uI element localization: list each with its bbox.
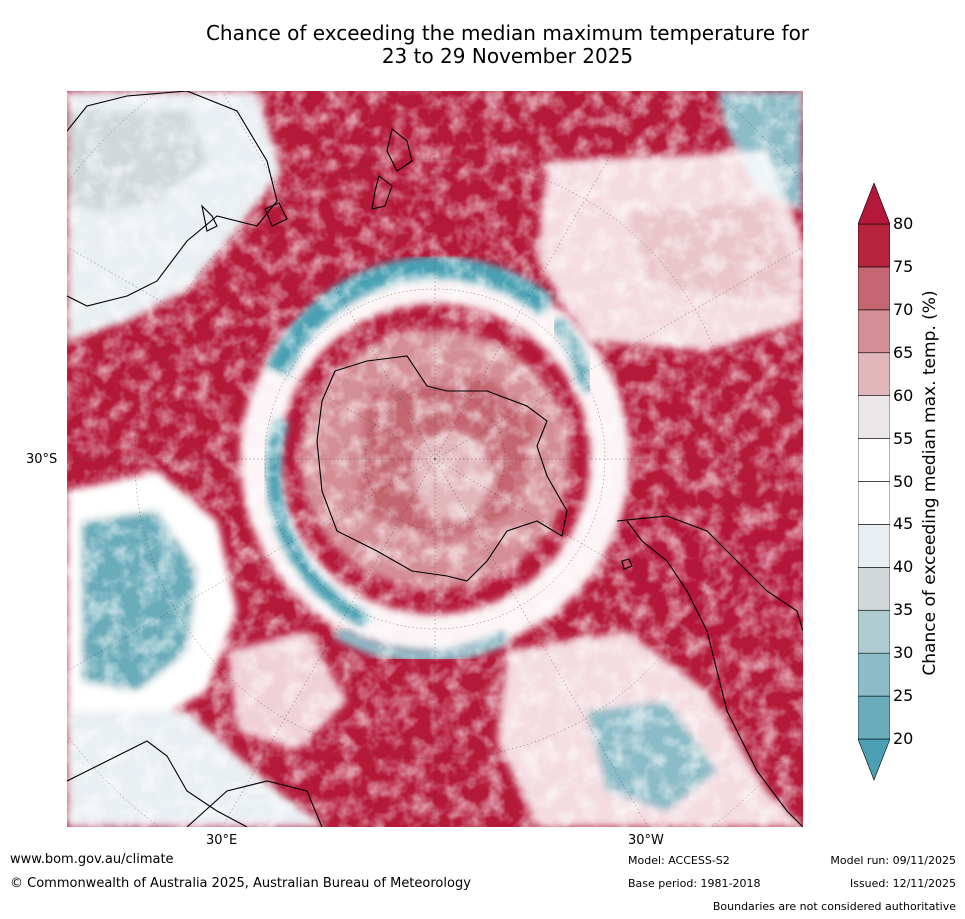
colorbar-band [857,438,891,482]
title-line-1: Chance of exceeding the median maximum t… [205,21,810,45]
colorbar-tick-label: 45 [893,514,914,534]
footer-model: Model: ACCESS-S2 [628,854,730,867]
footer-base-period: Base period: 1981-2018 [628,877,761,890]
colorbar-band [857,524,891,568]
colorbar-band [857,352,891,396]
footer-copyright: © Commonwealth of Australia 2025, Austra… [10,876,471,891]
colorbar-tick-label: 20 [893,729,914,748]
colorbar-band [857,481,891,525]
lon-label-30e: 30°E [206,833,238,848]
footer-issued: Issued: 12/11/2025 [849,877,956,890]
colorbar [857,182,891,783]
colorbar-tick-label: 30 [893,643,914,663]
colorbar-band [857,395,891,439]
graticule [67,91,803,827]
colorbar-extend-low [857,738,891,781]
title-line-2: 23 to 29 November 2025 [381,44,634,68]
colorbar-tick-label: 55 [893,428,914,448]
probability-map [67,91,803,827]
colorbar-band [857,652,891,697]
map-canvas [67,91,803,827]
lat-label-30s: 30°S [26,452,58,467]
footer-url: www.bom.gov.au/climate [10,852,174,867]
colorbar-extend-high [857,182,891,225]
colorbar-tick-label: 65 [893,342,914,362]
footer-disclaimer: Boundaries are not considered authoritat… [712,900,956,913]
colorbar-band [857,609,891,654]
colorbar-graphic [857,182,891,781]
colorbar-band [857,695,891,740]
colorbar-band [857,223,891,268]
lon-label-30w: 30°W [628,833,664,848]
colorbar-tick-label: 70 [893,299,914,319]
colorbar-tick-label: 60 [893,385,914,405]
colorbar-tick-label: 75 [893,256,914,276]
colorbar-tick-label: 25 [893,686,914,706]
colorbar-tick-label: 35 [893,600,914,620]
colorbar-tick-label: 40 [893,557,914,577]
colorbar-tick-label: 50 [893,471,914,491]
colorbar-band [857,266,891,311]
coastlines [67,91,803,827]
footer-model-run: Model run: 09/11/2025 [830,854,956,867]
colorbar-band [857,309,891,354]
chart-title: Chance of exceeding the median maximum t… [150,22,865,68]
colorbar-band [857,567,891,611]
colorbar-tick-label: 80 [893,214,914,233]
